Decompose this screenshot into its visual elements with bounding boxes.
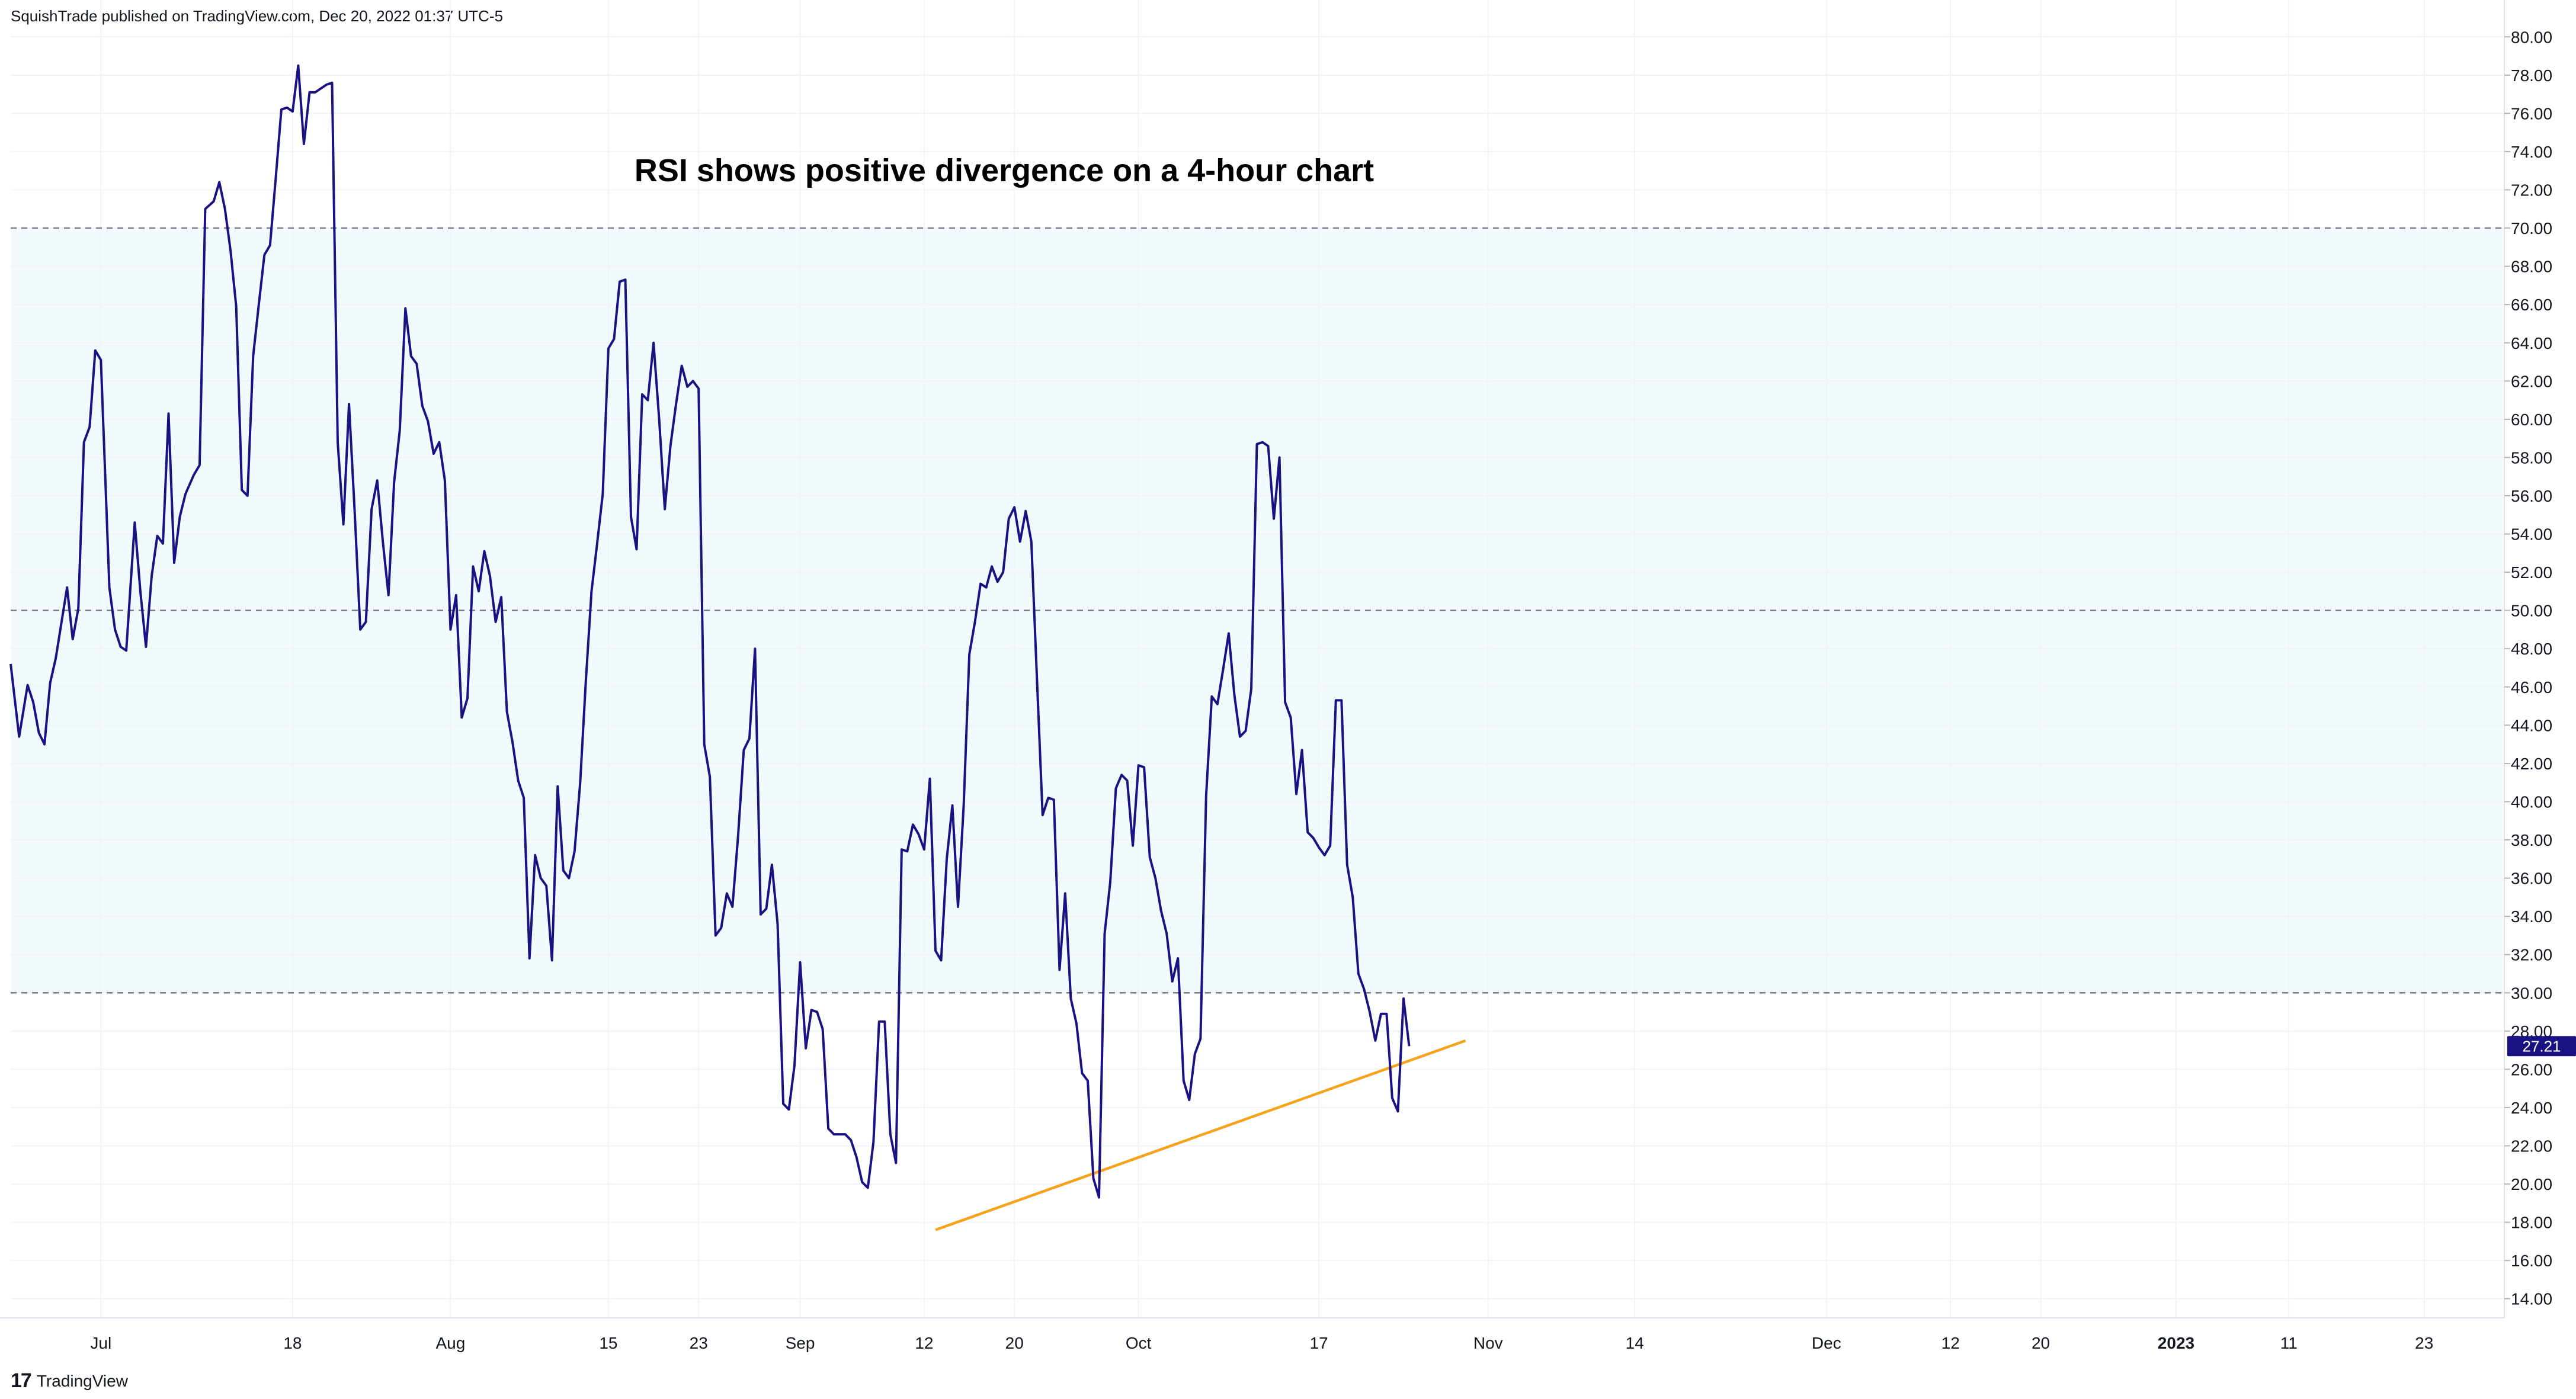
published-caption: SquishTrade published on TradingView.com…: [11, 7, 504, 25]
series-layer: [9, 64, 1411, 1199]
y-tick-label: 80.00: [2511, 28, 2552, 46]
x-tick-label: 14: [1626, 1334, 1644, 1352]
trendline-layer: [935, 1039, 1466, 1231]
tradingview-brand-label: TradingView: [36, 1371, 128, 1390]
y-tick-label: 78.00: [2511, 66, 2552, 85]
chart-title: RSI shows positive divergence on a 4-hou…: [635, 153, 1374, 188]
x-tick-label: Aug: [435, 1334, 465, 1352]
tradingview-logo-icon: 17: [11, 1369, 32, 1392]
y-tick-label: 56.00: [2511, 487, 2552, 505]
y-tick-label: 38.00: [2511, 831, 2552, 849]
y-tick-label: 64.00: [2511, 334, 2552, 352]
x-tick-label: 23: [2415, 1334, 2433, 1352]
x-tick-label: 20: [1005, 1334, 1024, 1352]
x-tick-label: Dec: [1812, 1334, 1841, 1352]
y-tick-label: 52.00: [2511, 563, 2552, 582]
rsi-series-line[interactable]: [9, 64, 1411, 1199]
y-tick-label: 32.00: [2511, 946, 2552, 964]
y-tick-label: 26.00: [2511, 1060, 2552, 1079]
y-tick-label: 24.00: [2511, 1099, 2552, 1117]
y-tick-label: 68.00: [2511, 258, 2552, 276]
x-axis[interactable]: Jul 18 Aug 15 23 Sep 12 20 Oct 17 Nov 14 Dec 12 20 2023…: [0, 1317, 2504, 1352]
current-value-tag: [2507, 1036, 2576, 1057]
x-tick-label: 15: [599, 1334, 617, 1352]
y-tick-label: 72.00: [2511, 181, 2552, 200]
y-tick-label: 44.00: [2511, 716, 2552, 734]
x-tick-label: Nov: [1473, 1334, 1503, 1352]
support-trendline[interactable]: [935, 1039, 1466, 1231]
x-tick-label: Jul: [90, 1334, 111, 1352]
x-tick-label: 12: [915, 1334, 933, 1352]
x-tick-label: 2023: [2158, 1334, 2194, 1352]
x-tick-label: 12: [1941, 1334, 1960, 1352]
y-tick-label: 42.00: [2511, 755, 2552, 773]
y-tick-label: 66.00: [2511, 296, 2552, 314]
y-axis[interactable]: 80.00 78.00 76.00 74.00 72.00 70.00 68.00 66.00…: [2504, 0, 2576, 1318]
tradingview-logo[interactable]: 17 TradingView: [11, 1369, 128, 1392]
y-tick-label: 62.00: [2511, 372, 2552, 390]
y-tick-label: 76.00: [2511, 104, 2552, 123]
y-tick-label: 20.00: [2511, 1175, 2552, 1193]
x-tick-label: Sep: [786, 1334, 815, 1352]
y-tick-label: 18.00: [2511, 1214, 2552, 1232]
x-tick-label: 18: [283, 1334, 302, 1352]
y-tick-label: 14.00: [2511, 1290, 2552, 1308]
x-tick-label: 20: [2032, 1334, 2050, 1352]
y-tick-label: 40.00: [2511, 792, 2552, 811]
x-tick-label: 23: [690, 1334, 708, 1352]
y-tick-label: 50.00: [2511, 602, 2552, 620]
current-value-label: 27.21: [2522, 1037, 2561, 1055]
y-tick-label: 60.00: [2511, 410, 2552, 429]
y-tick-label: 58.00: [2511, 448, 2552, 467]
y-tick-label: 70.00: [2511, 219, 2552, 238]
y-tick-label: 34.00: [2511, 907, 2552, 926]
y-tick-label: 22.00: [2511, 1137, 2552, 1155]
x-tick-label: 11: [2280, 1334, 2298, 1352]
x-tick-label: 17: [1310, 1334, 1328, 1352]
y-tick-label: 16.00: [2511, 1252, 2552, 1270]
y-tick-label: 46.00: [2511, 678, 2552, 697]
y-tick-label: 74.00: [2511, 143, 2552, 161]
x-tick-label: Oct: [1126, 1334, 1152, 1352]
y-tick-label: 54.00: [2511, 525, 2552, 544]
y-tick-label: 36.00: [2511, 869, 2552, 888]
y-tick-label: 30.00: [2511, 984, 2552, 1002]
y-tick-label: 48.00: [2511, 640, 2552, 658]
